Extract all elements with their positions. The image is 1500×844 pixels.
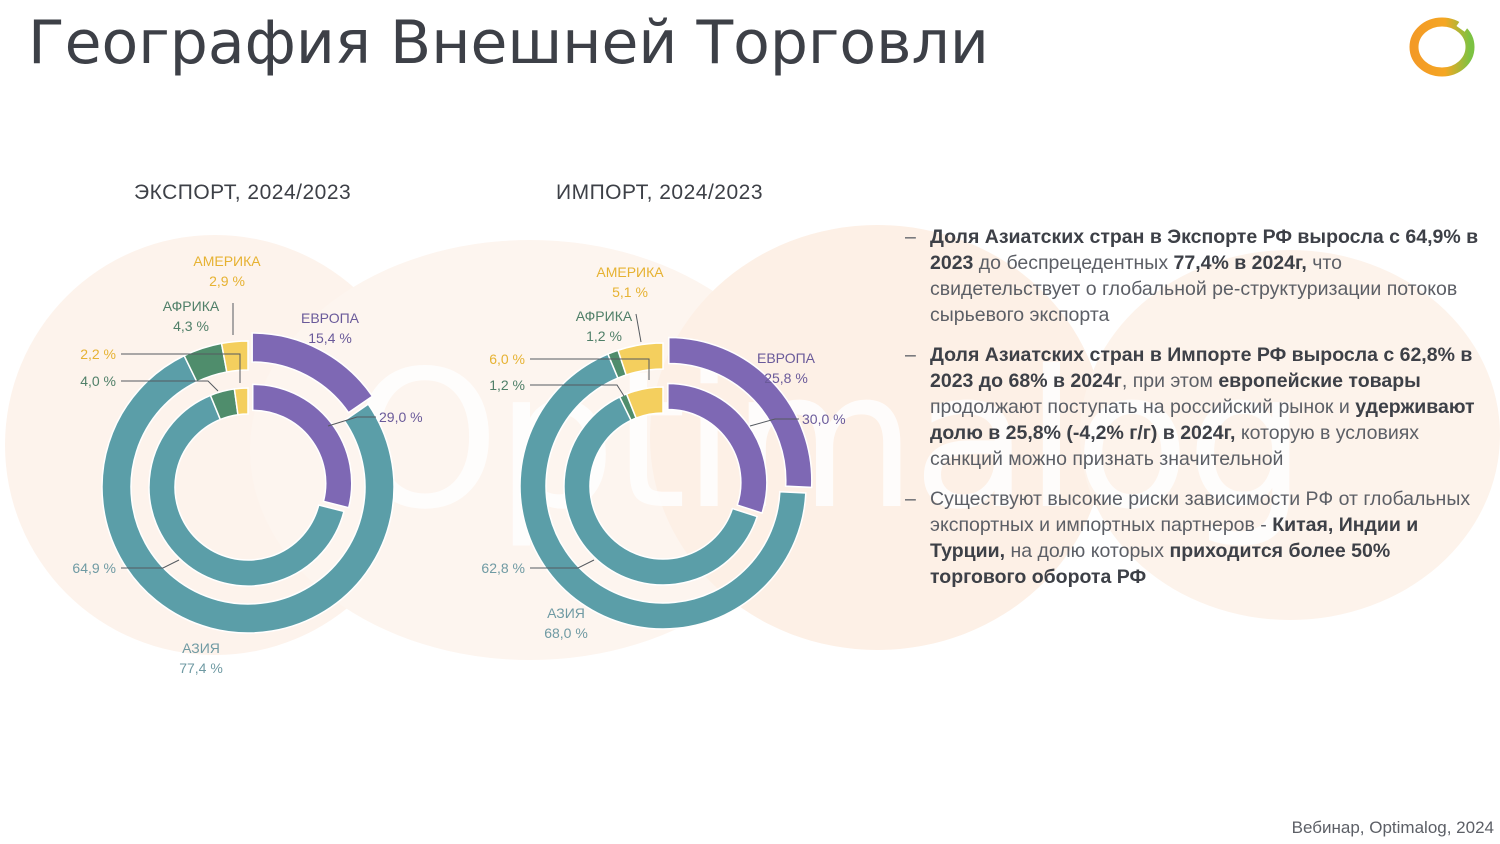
import-inner-value-label: 6,0 % [489, 351, 525, 367]
page-title: География Внешней Торговли [28, 8, 989, 78]
bullet-dash: – [905, 344, 916, 366]
commentary-text: до беспрецедентных [973, 252, 1174, 274]
export-outer-slice-europe [251, 332, 374, 414]
export-leader-line [121, 353, 241, 383]
export-outer-value-label: 77,4 % [179, 660, 223, 676]
optimalog-logo-icon [1409, 16, 1475, 77]
commentary-emphasis: Доля Азиатских стран в Импорте РФ выросл… [930, 344, 1473, 392]
export-inner-value-label: 64,9 % [72, 560, 116, 576]
import-outer-value-label: 1,2 % [586, 328, 622, 344]
bullet-dash: – [905, 488, 916, 510]
export-inner-slice-asia [148, 394, 345, 587]
import-region-label: АФРИКА [576, 308, 633, 324]
import-inner-slice-america [625, 386, 664, 420]
import-outer-value-label: 68,0 % [544, 625, 588, 641]
export-leader-line [327, 416, 376, 427]
commentary-emphasis: европейские товары [1218, 370, 1421, 392]
import-outer-slice-asia [519, 353, 807, 630]
import-leader-line [635, 313, 642, 343]
background-blob [1080, 250, 1500, 620]
export-region-label: АМЕРИКА [193, 253, 261, 269]
commentary-text: , при этом [1121, 370, 1219, 392]
import-region-label: АМЕРИКА [596, 264, 664, 280]
export-region-label: АФРИКА [163, 298, 220, 314]
export-chart-title: ЭКСПОРТ, 2024/2023 [134, 181, 352, 204]
commentary-emphasis: удерживают долю в 25,8% (-4,2% г/г) в 20… [930, 396, 1475, 444]
export-outer-value-label: 15,4 % [308, 330, 352, 346]
footer-caption: Вебинар, Optimalog, 2024 [1291, 818, 1494, 837]
import-leader-line [530, 384, 625, 397]
bullet-dash: – [905, 226, 916, 248]
import-chart-title: ИМПОРТ, 2024/2023 [556, 181, 764, 204]
commentary-item: – Доля Азиатских стран в Импорте РФ вырос… [905, 342, 1480, 472]
import-region-label: ЕВРОПА [757, 350, 816, 366]
donut-charts: ЕВРОПА 15,4 % АЗИЯ 77,4 % АФРИКА 4,3 % АМЕРИКА… [72, 253, 846, 676]
export-outer-value-label: 2,9 % [209, 273, 245, 289]
export-leader-line [121, 380, 219, 392]
export-region-label: ЕВРОПА [301, 310, 360, 326]
commentary-emphasis: Доля Азиатских стран в Экспорте РФ вырос… [930, 226, 1479, 274]
import-outer-slice-europe [668, 336, 813, 489]
commentary-text: на долю которых [1005, 540, 1170, 562]
export-inner-value-label: 2,2 % [80, 346, 116, 362]
import-outer-value-label: 5,1 % [612, 284, 648, 300]
export-region-label: АЗИЯ [182, 640, 220, 656]
commentary-emphasis: Китая, Индии и Турции, [930, 514, 1419, 562]
export-outer-slice-asia [101, 354, 395, 634]
commentary-text: что свидетельствует о глобальной ре-стру… [930, 252, 1458, 326]
export-outer-slice-america [220, 340, 249, 373]
commentary-text: которую в условиях санкций можно признат… [930, 422, 1420, 470]
import-inner-slice-europe [667, 382, 768, 515]
import-leader-line [530, 559, 595, 569]
import-inner-slice-asia [563, 395, 759, 586]
export-outer-value-label: 4,3 % [173, 318, 209, 334]
export-inner-value-label: 29,0 % [379, 409, 423, 425]
watermark-logo: Optimalog [350, 330, 1307, 551]
import-inner-value-label: 30,0 % [802, 411, 846, 427]
import-inner-value-label: 62,8 % [481, 560, 525, 576]
commentary-item: – Доля Азиатских стран в Экспорте РФ выро… [905, 224, 1480, 328]
import-leader-line [530, 358, 650, 380]
commentary-text: Существуют высокие риски зависимости РФ … [930, 488, 1471, 536]
export-leader-line [121, 559, 180, 569]
import-inner-value-label: 1,2 % [489, 377, 525, 393]
export-inner-slice-europe [251, 383, 353, 509]
import-region-label: АЗИЯ [547, 605, 585, 621]
commentary-emphasis: приходится более 50% торгового оборота Р… [930, 540, 1391, 588]
import-leader-line [749, 418, 799, 427]
export-inner-value-label: 4,0 % [80, 373, 116, 389]
commentary-emphasis: 77,4% в 2024г, [1173, 252, 1307, 274]
import-outer-value-label: 25,8 % [764, 370, 808, 386]
commentary-item: – Существуют высокие риски зависимости РФ… [905, 486, 1480, 590]
commentary-list: – Доля Азиатских стран в Экспорте РФ выро… [905, 224, 1480, 604]
export-inner-slice-america [233, 387, 249, 416]
commentary-text: продолжают поступать на российский рынок… [930, 396, 1356, 418]
